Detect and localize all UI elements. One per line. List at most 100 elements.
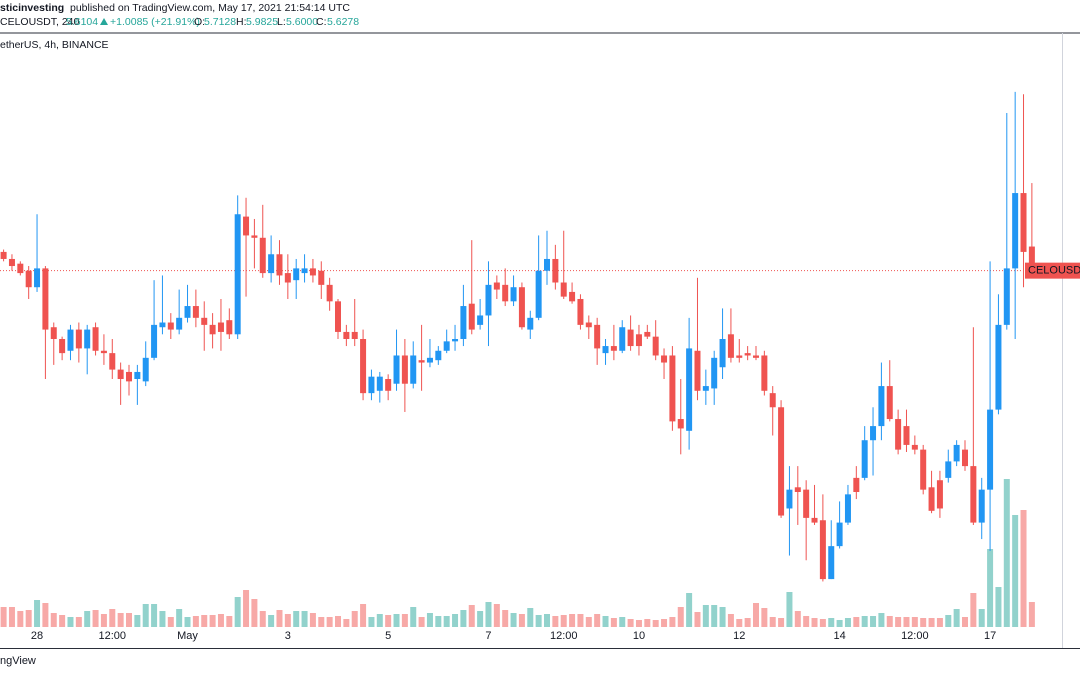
candle-body xyxy=(535,270,542,318)
candle-body xyxy=(652,336,659,356)
candle-body xyxy=(385,379,392,391)
candle-body xyxy=(268,254,275,274)
candle-body xyxy=(42,268,49,330)
x-tick-label: 17 xyxy=(984,630,996,642)
candle-body xyxy=(861,440,868,478)
volume-bar xyxy=(786,592,793,627)
candle-body xyxy=(577,298,584,325)
volume-bar xyxy=(435,616,442,627)
candle-body xyxy=(393,355,400,384)
volume-bar xyxy=(401,614,408,627)
candle-body xyxy=(794,487,801,492)
candle-body xyxy=(343,331,350,339)
candle-body xyxy=(259,237,266,274)
candle-body xyxy=(936,480,943,509)
candle-body xyxy=(1003,268,1010,325)
candle-body xyxy=(67,329,74,351)
candle-body xyxy=(243,216,250,236)
candle-body xyxy=(368,376,375,394)
volume-bar xyxy=(778,618,785,627)
price-label-box xyxy=(1025,262,1080,279)
candle-body xyxy=(677,419,684,429)
candle-body xyxy=(527,317,534,330)
candle-body xyxy=(853,477,860,492)
candle-body xyxy=(485,284,492,316)
volume-bar xyxy=(853,617,860,627)
volume-bar xyxy=(878,613,885,627)
last-price: 5.6104 xyxy=(66,16,98,28)
candle-body xyxy=(753,355,759,358)
candle-body xyxy=(418,360,425,363)
volume-bar xyxy=(167,617,174,627)
volume-bar xyxy=(627,619,634,627)
volume-bar xyxy=(744,618,751,627)
candle-body xyxy=(126,371,132,382)
candle-body xyxy=(719,339,726,368)
volume-bar xyxy=(25,610,32,627)
candle-body xyxy=(978,489,985,523)
x-tick-label: 10 xyxy=(633,630,645,642)
footer-brand: ngView xyxy=(0,655,36,667)
volume-bar xyxy=(936,618,943,627)
candle-body xyxy=(301,268,308,274)
open-label: O: xyxy=(194,16,205,28)
candle-body xyxy=(468,303,475,330)
candle-body xyxy=(953,444,960,462)
candle-body xyxy=(694,350,701,391)
volume-bar xyxy=(335,616,341,627)
x-tick-label: 12:00 xyxy=(550,630,578,642)
candle-body xyxy=(117,369,124,380)
candle-body xyxy=(702,386,709,391)
candle-body xyxy=(594,324,601,349)
candle-body xyxy=(560,282,567,297)
candle-body xyxy=(669,355,676,422)
candle-body xyxy=(159,322,166,328)
high-label: H: xyxy=(236,16,247,28)
candle-body xyxy=(8,258,15,267)
candle-body xyxy=(251,235,258,238)
volume-bar xyxy=(126,613,132,627)
candle-body xyxy=(585,322,592,328)
x-tick-label: 12:00 xyxy=(901,630,929,642)
candle-body xyxy=(1012,193,1019,269)
volume-bar xyxy=(928,618,935,627)
volume-bar xyxy=(234,597,241,627)
x-tick-label: 28 xyxy=(31,630,43,642)
volume-bar xyxy=(92,610,99,627)
volume-bar xyxy=(886,616,893,627)
volume-bar xyxy=(134,615,141,627)
volume-bar xyxy=(393,614,400,627)
volume-bar xyxy=(343,619,350,627)
volume-bar xyxy=(410,607,417,627)
candle-body xyxy=(176,317,183,330)
volume-bar xyxy=(962,617,968,627)
volume-bar xyxy=(184,617,191,627)
low-value: 5.6000 xyxy=(286,16,318,28)
volume-bar xyxy=(326,617,333,627)
volume-bar xyxy=(385,615,392,627)
volume-bar xyxy=(727,614,734,627)
volume-bar xyxy=(920,618,927,627)
candle-body xyxy=(970,466,977,523)
candle-body xyxy=(945,461,952,478)
volume-bar xyxy=(418,617,425,627)
volume-bar xyxy=(661,619,668,627)
candle-body xyxy=(736,355,743,358)
x-tick-label: 12:00 xyxy=(99,630,127,642)
volume-bar xyxy=(861,616,868,627)
candle-body xyxy=(778,407,785,516)
volume-bar xyxy=(577,614,584,627)
candle-body xyxy=(460,306,467,339)
low-label: L: xyxy=(277,16,286,28)
volume-bar xyxy=(1003,479,1010,627)
high-value: 5.9825 xyxy=(246,16,278,28)
candle-body xyxy=(995,324,1002,410)
candle-body xyxy=(502,284,509,302)
volume-bar xyxy=(736,619,743,627)
candle-body xyxy=(376,376,383,391)
candle-body xyxy=(293,268,300,281)
candle-body xyxy=(443,341,450,351)
x-tick-label: 12 xyxy=(733,630,745,642)
candle-body xyxy=(184,306,191,318)
